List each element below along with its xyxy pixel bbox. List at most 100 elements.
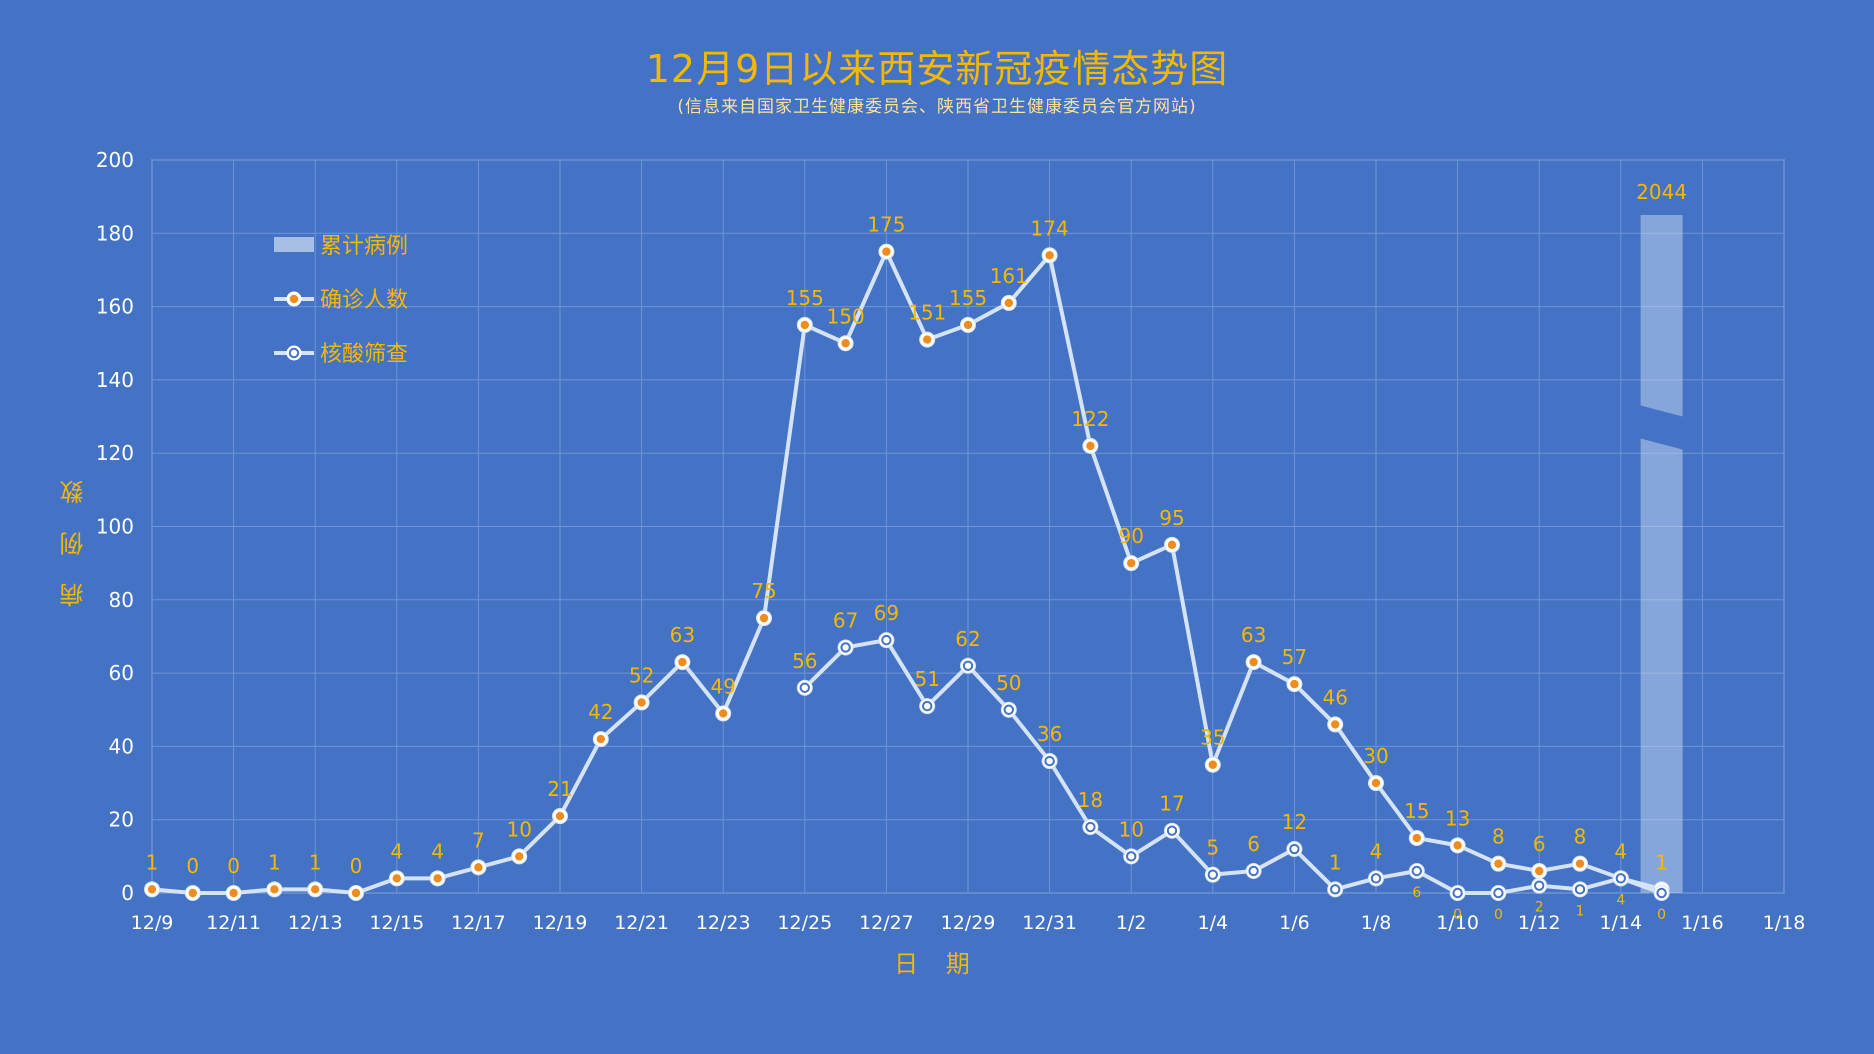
screening-point [1574,884,1586,895]
x-tick-label: 12/25 [777,912,832,934]
y-tick-label: 180 [96,221,134,245]
screening-data-label: 62 [955,627,980,651]
confirmed-point [1290,679,1299,689]
legend-screening-label: 核酸筛查 [320,342,408,367]
confirmed-point [433,874,442,883]
confirmed-point [1086,441,1095,451]
x-tick-label: 12/29 [941,912,996,934]
chart-subtitle: (信息来自国家卫生健康委员会、陕西省卫生健康委员会官方网站) [677,97,1197,117]
confirmed-point [1249,657,1258,667]
screening-data-label: 1 [1576,903,1585,919]
x-axis-label: 日 期 [894,950,980,978]
screening-data-label: 67 [833,608,858,632]
x-tick-label: 12/9 [131,912,174,934]
confirmed-point [800,320,809,330]
screening-point [1126,851,1137,862]
confirmed-point [1004,298,1013,308]
screening-data-label: 17 [1159,792,1184,816]
x-tick-label: 12/31 [1022,912,1077,934]
x-tick-label: 12/17 [451,912,506,934]
confirmed-point [963,320,973,330]
x-tick-label: 1/16 [1681,912,1724,934]
confirmed-point [1453,841,1462,850]
y-tick-label: 120 [96,441,134,465]
confirmed-data-label: 122 [1071,407,1109,431]
confirmed-data-label: 6 [1533,832,1546,856]
y-tick-label: 140 [96,368,134,392]
confirmed-data-label: 8 [1574,825,1587,849]
screening-point [1656,887,1667,899]
y-tick-label: 60 [109,661,134,685]
screening-point [840,642,851,653]
confirmed-point [188,888,197,898]
confirmed-point [1575,859,1585,868]
x-tick-label: 12/13 [288,912,343,934]
confirmed-point [1208,760,1218,769]
confirmed-data-label: 1 [1655,850,1668,874]
confirmed-point [555,811,565,821]
screening-point [881,634,892,646]
screening-data-label: 6 [1247,832,1260,856]
confirmed-data-label: 1 [309,850,322,874]
screening-point [1044,755,1055,767]
confirmed-data-label: 21 [547,777,572,801]
confirmed-point [596,734,605,744]
screening-point [1452,887,1463,899]
screening-data-label: 69 [874,601,899,625]
screening-point [1085,821,1096,833]
screening-data-label: 50 [996,671,1021,695]
confirmed-point [1331,720,1340,729]
confirmed-data-label: 155 [949,286,987,310]
confirmed-point [719,709,728,718]
y-tick-label: 160 [96,295,134,319]
confirmed-data-label: 52 [629,663,654,687]
confirmed-point [1045,251,1054,260]
x-tick-label: 1/18 [1763,912,1806,934]
confirmed-data-label: 175 [867,213,905,237]
x-tick-label: 12/15 [369,912,424,934]
screening-data-label: 36 [1037,722,1062,746]
screening-point [1615,873,1627,884]
legend-confirmed-label: 确诊人数 [320,288,408,313]
screening-data-label: 5 [1206,836,1219,860]
screening-point [799,682,810,693]
confirmed-data-label: 4 [1614,839,1627,863]
confirmed-point [1412,833,1422,843]
screening-data-label: 0 [1453,907,1462,923]
cumulative-bar-bottom [1640,438,1683,893]
confirmed-data-label: 1 [268,850,281,874]
confirmed-data-label: 4 [431,839,444,863]
legend-cumulative-label: 累计病例 [320,234,408,259]
confirmed-point [147,885,157,894]
confirmed-point [1127,558,1136,568]
confirmed-data-label: 90 [1118,524,1143,548]
screening-point [1370,873,1382,884]
screening-data-label: 4 [1616,892,1625,908]
x-tick-label: 12/21 [614,912,669,934]
x-tick-label: 1/14 [1599,912,1642,934]
legend-cumulative-swatch [274,237,314,252]
screening-data-label: 2 [1535,900,1544,916]
confirmed-point [1494,859,1503,868]
confirmed-data-label: 63 [1241,623,1266,647]
x-tick-label: 12/23 [696,912,751,934]
screening-point [1330,884,1341,895]
confirmed-point [882,247,891,256]
x-tick-label: 12/11 [206,912,261,934]
screening-data-label: 4 [1370,839,1383,863]
screening-data-label: 12 [1282,810,1307,834]
screening-point [1003,704,1014,715]
screening-data-label: 56 [792,649,817,673]
confirmed-point [311,885,320,894]
cumulative-bar-top [1640,214,1683,417]
confirmed-point [392,874,401,883]
chart-title: 12月9日以来西安新冠疫情态势图 [645,47,1229,91]
screening-point [1411,865,1423,877]
screening-point [1493,887,1504,899]
x-tick-label: 1/6 [1279,912,1310,934]
screening-data-label: 51 [914,667,939,691]
screening-point [1207,869,1219,880]
y-tick-label: 80 [109,588,134,612]
confirmed-point [229,888,238,898]
